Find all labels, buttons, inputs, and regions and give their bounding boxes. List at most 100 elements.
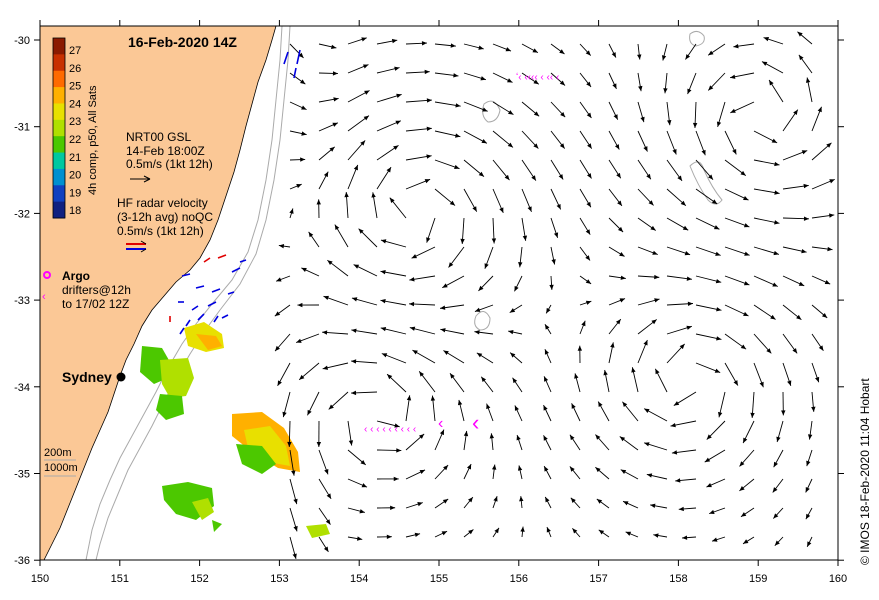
gsl-arrowhead	[774, 161, 780, 167]
y-tick-label: -33	[14, 295, 30, 307]
hf-arrow	[207, 301, 217, 307]
gsl-arrowhead	[616, 172, 621, 179]
gsl-arrowhead	[386, 167, 392, 173]
gsl-arrowhead	[684, 251, 691, 256]
colorbar-tick: 27	[69, 45, 81, 57]
gsl-arrowhead	[387, 374, 393, 380]
gsl-arrowhead	[507, 78, 513, 83]
gsl-arrowhead	[740, 170, 746, 176]
hf-arrow	[296, 49, 301, 65]
gsl-arrowhead	[773, 250, 779, 256]
hf-arrow	[211, 288, 221, 293]
gsl-arrowhead	[514, 405, 519, 411]
gsl-arrowhead	[739, 461, 745, 467]
gsl-arrowhead	[300, 79, 306, 85]
gsl-arrowhead	[678, 506, 684, 512]
hf-arrow	[227, 291, 235, 295]
gsl-arrowhead	[625, 531, 632, 536]
gsl-arrowhead	[468, 497, 473, 503]
gsl-arrowhead	[805, 77, 811, 83]
gsl-arrowhead	[359, 509, 365, 514]
gsl-arrowhead	[509, 308, 516, 313]
gsl-arrowhead	[613, 114, 618, 120]
gsl-arrowhead	[332, 122, 338, 127]
gsl-arrowhead	[637, 54, 642, 60]
gsl-arrowhead	[586, 173, 592, 179]
gsl-arrowhead	[619, 436, 626, 442]
hf-legend-line1: HF radar velocity	[117, 196, 208, 210]
gsl-arrowhead	[296, 184, 302, 189]
x-tick-label: 155	[430, 573, 448, 585]
gsl-arrowhead	[595, 467, 601, 473]
gsl-arrowhead	[615, 319, 621, 325]
gsl-arrowhead	[455, 133, 461, 138]
gsl-arrowhead	[480, 76, 486, 81]
gsl-arrowhead	[476, 352, 483, 358]
gsl-arrowhead	[421, 41, 427, 46]
drifter-legend-icon: ‹	[42, 291, 46, 303]
gsl-arrowhead	[553, 232, 559, 238]
gsl-arrowhead	[644, 442, 650, 447]
x-tick-label: 159	[749, 573, 767, 585]
gsl-arrowhead	[792, 348, 798, 354]
gsl-arrowhead	[282, 411, 287, 418]
gsl-arrowhead	[772, 282, 778, 287]
gsl-arrowhead	[448, 262, 454, 268]
gsl-arrowhead	[493, 496, 498, 502]
island-contour	[689, 161, 723, 205]
gsl-arrowhead	[518, 262, 523, 268]
map-title: 16-Feb-2020 14Z	[128, 34, 237, 50]
gsl-arrowhead	[293, 525, 298, 532]
gsl-arrowhead	[544, 324, 550, 330]
gsl-arrowhead	[805, 513, 811, 520]
gsl-arrowhead	[798, 54, 804, 61]
gsl-arrowhead	[603, 369, 608, 376]
hf-arrow	[217, 254, 227, 259]
colorbar-tick: 24	[69, 98, 81, 110]
gsl-arrowhead	[474, 330, 480, 335]
gsl-arrowhead	[412, 350, 418, 355]
gsl-arrowhead	[716, 121, 722, 127]
gsl-arrowhead	[574, 373, 579, 379]
gsl-arrowhead	[763, 37, 770, 42]
gsl-arrowhead	[733, 380, 738, 386]
gsl-arrowhead	[708, 50, 714, 56]
gsl-arrowhead	[585, 279, 592, 284]
gsl-arrowhead	[545, 496, 550, 503]
gsl-arrowhead	[394, 66, 400, 71]
drifter-marker: ‹	[438, 415, 443, 432]
gsl-arrowhead	[551, 259, 556, 265]
gsl-arrowhead	[612, 83, 617, 89]
gsl-arrowhead	[301, 105, 307, 110]
colorbar-tick: 26	[69, 63, 81, 75]
y-tick-label: -31	[14, 122, 30, 134]
hf-arrow	[195, 285, 205, 289]
gsl-arrowhead	[316, 199, 321, 205]
colorbar-ticks: 27 26 25 24 23 22 21 20 19 18	[69, 45, 81, 217]
gsl-arrowhead	[507, 142, 514, 148]
credit-text: © IMOS 18-Feb-2020 11:04 Hobart	[858, 378, 872, 565]
gsl-arrowhead	[508, 110, 514, 115]
gsl-arrowhead	[486, 403, 491, 410]
hf-arrow	[203, 257, 211, 263]
x-tick-label: 158	[669, 573, 687, 585]
gsl-arrowhead	[793, 109, 798, 116]
gsl-arrowhead	[361, 37, 367, 42]
gsl-arrowhead	[744, 251, 750, 256]
gsl-arrowhead	[680, 200, 686, 206]
y-tick-label: -30	[14, 35, 30, 47]
gsl-arrowhead	[276, 277, 282, 282]
gsl-arrowhead	[569, 466, 575, 472]
gsl-arrowhead	[353, 264, 360, 269]
colorbar: 27 26 25 24 23 22 21 20 19 18 4h comp, p50, All S…	[52, 37, 99, 219]
gsl-arrowhead	[380, 239, 387, 244]
gsl-arrowhead	[348, 440, 354, 446]
gsl-arrowhead	[596, 499, 603, 504]
gsl-arrowhead	[711, 199, 718, 205]
gsl-arrowhead	[770, 314, 776, 320]
depth-legend-1000m: 1000m	[44, 462, 78, 474]
gsl-arrowhead	[750, 412, 755, 418]
hf-arrow	[231, 267, 241, 273]
gsl-arrowhead	[351, 359, 357, 364]
gsl-arrowhead	[519, 496, 524, 502]
